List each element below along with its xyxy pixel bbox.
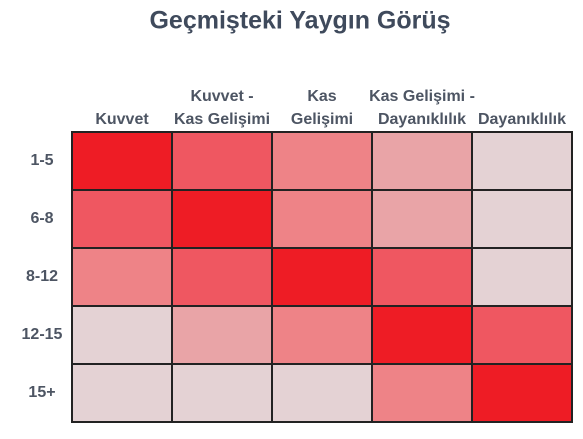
heatmap-cell — [171, 247, 273, 307]
heatmap-cell — [371, 247, 473, 307]
column-label: Kas — [307, 88, 336, 105]
column-label: Gelişimi — [291, 111, 353, 128]
heatmap-cell — [71, 247, 173, 307]
row-label: 8-12 — [26, 268, 58, 285]
heatmap-cell — [471, 131, 573, 191]
row-label: 15+ — [28, 384, 55, 401]
column-label: Dayanıklılık — [378, 111, 466, 128]
column-label: Kuvvet - — [190, 88, 253, 105]
heatmap-cell — [271, 363, 373, 423]
heatmap-cell — [171, 305, 273, 365]
heatmap-cell — [271, 247, 373, 307]
heatmap-cell — [71, 131, 173, 191]
column-label: Kas Gelişimi — [174, 111, 270, 128]
heatmap-cell — [71, 189, 173, 249]
heatmap-cell — [371, 305, 473, 365]
heatmap-cell — [271, 131, 373, 191]
heatmap-cell — [71, 363, 173, 423]
heatmap-cell — [71, 305, 173, 365]
heatmap-cell — [471, 363, 573, 423]
row-label: 6-8 — [30, 210, 53, 227]
heatmap-cell — [171, 189, 273, 249]
heatmap-cell — [471, 305, 573, 365]
heatmap-cell — [271, 189, 373, 249]
heatmap-cell — [271, 305, 373, 365]
chart-title: Geçmişteki Yaygın Görüş — [149, 7, 450, 35]
heatmap-cell — [471, 247, 573, 307]
heatmap-cell — [171, 131, 273, 191]
heatmap-cell — [371, 363, 473, 423]
heatmap-cell — [371, 131, 473, 191]
heatmap-cell — [171, 363, 273, 423]
row-label: 1-5 — [30, 152, 53, 169]
heatmap-cell — [471, 189, 573, 249]
heatmap-cell — [371, 189, 473, 249]
column-label: Kas Gelişimi - — [369, 88, 475, 105]
column-label: Dayanıklılık — [478, 111, 566, 128]
row-label: 12-15 — [22, 326, 63, 343]
column-label: Kuvvet — [95, 111, 149, 128]
